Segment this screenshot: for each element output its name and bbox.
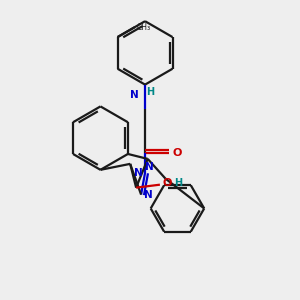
Text: N: N: [145, 162, 154, 172]
Text: CH₃: CH₃: [137, 22, 151, 32]
Text: N: N: [130, 90, 139, 100]
Text: N: N: [134, 168, 142, 178]
Text: N: N: [144, 190, 152, 200]
Text: O: O: [162, 178, 172, 188]
Text: H: H: [146, 87, 154, 97]
Text: O: O: [172, 148, 182, 158]
Text: H: H: [174, 178, 182, 188]
